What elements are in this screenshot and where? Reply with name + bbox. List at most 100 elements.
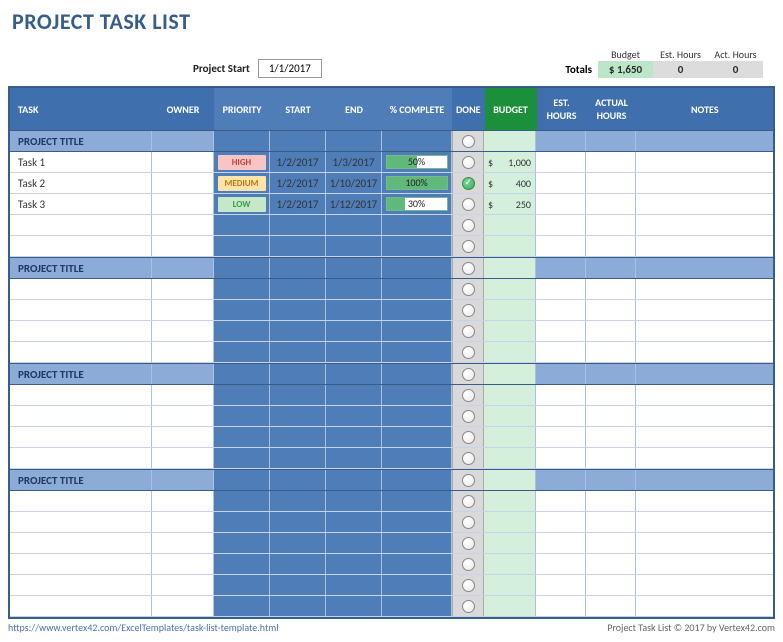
end-date[interactable]: [326, 596, 382, 616]
done-radio[interactable]: [462, 600, 475, 613]
start-date[interactable]: [270, 448, 326, 468]
done-radio[interactable]: [462, 177, 475, 190]
task-name[interactable]: [10, 279, 152, 299]
done-radio[interactable]: [462, 389, 475, 402]
est-hours-cell[interactable]: [536, 236, 586, 256]
act-hours-cell[interactable]: [586, 406, 636, 426]
est-hours-cell[interactable]: [536, 300, 586, 320]
start-date[interactable]: [270, 533, 326, 553]
end-date[interactable]: [326, 554, 382, 574]
end-date[interactable]: [326, 406, 382, 426]
notes-cell[interactable]: [636, 194, 773, 214]
est-hours-cell[interactable]: [536, 448, 586, 468]
done-radio[interactable]: [462, 325, 475, 338]
start-date[interactable]: 1/2/2017: [270, 173, 326, 193]
done-radio[interactable]: [462, 156, 475, 169]
start-date[interactable]: [270, 596, 326, 616]
act-hours-cell[interactable]: [586, 533, 636, 553]
est-hours-cell[interactable]: [536, 554, 586, 574]
task-name[interactable]: [10, 236, 152, 256]
done-radio[interactable]: [462, 346, 475, 359]
notes-cell[interactable]: [636, 236, 773, 256]
end-date[interactable]: [326, 342, 382, 362]
done-radio[interactable]: [462, 474, 475, 487]
done-radio[interactable]: [462, 410, 475, 423]
task-name[interactable]: Task 3: [10, 194, 152, 214]
owner-cell[interactable]: [152, 491, 214, 511]
footer-link[interactable]: https://www.vertex42.com/ExcelTemplates/…: [8, 621, 279, 634]
done-radio[interactable]: [462, 495, 475, 508]
act-hours-cell[interactable]: [586, 596, 636, 616]
end-date[interactable]: [326, 448, 382, 468]
owner-cell[interactable]: [152, 406, 214, 426]
owner-cell[interactable]: [152, 300, 214, 320]
task-name[interactable]: [10, 342, 152, 362]
act-hours-cell[interactable]: [586, 279, 636, 299]
end-date[interactable]: [326, 300, 382, 320]
start-date[interactable]: [270, 406, 326, 426]
act-hours-cell[interactable]: [586, 427, 636, 447]
act-hours-cell[interactable]: [586, 385, 636, 405]
task-name[interactable]: [10, 512, 152, 532]
notes-cell[interactable]: [636, 152, 773, 172]
est-hours-cell[interactable]: [536, 596, 586, 616]
done-radio[interactable]: [462, 431, 475, 444]
owner-cell[interactable]: [152, 215, 214, 235]
end-date[interactable]: 1/12/2017: [326, 194, 382, 214]
task-name[interactable]: [10, 448, 152, 468]
notes-cell[interactable]: [636, 321, 773, 341]
done-radio[interactable]: [462, 219, 475, 232]
est-hours-cell[interactable]: [536, 152, 586, 172]
notes-cell[interactable]: [636, 575, 773, 595]
end-date[interactable]: [326, 215, 382, 235]
start-date[interactable]: 1/2/2017: [270, 194, 326, 214]
owner-cell[interactable]: [152, 427, 214, 447]
est-hours-cell[interactable]: [536, 321, 586, 341]
start-date[interactable]: [270, 236, 326, 256]
owner-cell[interactable]: [152, 173, 214, 193]
task-name[interactable]: [10, 385, 152, 405]
owner-cell[interactable]: [152, 575, 214, 595]
done-radio[interactable]: [462, 537, 475, 550]
notes-cell[interactable]: [636, 512, 773, 532]
done-radio[interactable]: [462, 283, 475, 296]
start-date[interactable]: [270, 385, 326, 405]
owner-cell[interactable]: [152, 342, 214, 362]
act-hours-cell[interactable]: [586, 575, 636, 595]
est-hours-cell[interactable]: [536, 575, 586, 595]
owner-cell[interactable]: [152, 596, 214, 616]
done-radio[interactable]: [462, 240, 475, 253]
end-date[interactable]: [326, 533, 382, 553]
end-date[interactable]: [326, 575, 382, 595]
task-name[interactable]: Task 1: [10, 152, 152, 172]
est-hours-cell[interactable]: [536, 194, 586, 214]
act-hours-cell[interactable]: [586, 554, 636, 574]
act-hours-cell[interactable]: [586, 300, 636, 320]
done-radio[interactable]: [462, 135, 475, 148]
notes-cell[interactable]: [636, 533, 773, 553]
task-name[interactable]: [10, 300, 152, 320]
act-hours-cell[interactable]: [586, 194, 636, 214]
done-radio[interactable]: [462, 579, 475, 592]
start-date[interactable]: [270, 427, 326, 447]
notes-cell[interactable]: [636, 173, 773, 193]
est-hours-cell[interactable]: [536, 406, 586, 426]
task-name[interactable]: [10, 215, 152, 235]
end-date[interactable]: [326, 236, 382, 256]
act-hours-cell[interactable]: [586, 236, 636, 256]
est-hours-cell[interactable]: [536, 215, 586, 235]
end-date[interactable]: [326, 385, 382, 405]
end-date[interactable]: [326, 512, 382, 532]
owner-cell[interactable]: [152, 152, 214, 172]
done-radio[interactable]: [462, 304, 475, 317]
notes-cell[interactable]: [636, 342, 773, 362]
owner-cell[interactable]: [152, 533, 214, 553]
start-date[interactable]: 1/2/2017: [270, 152, 326, 172]
start-date[interactable]: [270, 300, 326, 320]
act-hours-cell[interactable]: [586, 215, 636, 235]
notes-cell[interactable]: [636, 427, 773, 447]
owner-cell[interactable]: [152, 321, 214, 341]
owner-cell[interactable]: [152, 512, 214, 532]
end-date[interactable]: 1/10/2017: [326, 173, 382, 193]
act-hours-cell[interactable]: [586, 512, 636, 532]
